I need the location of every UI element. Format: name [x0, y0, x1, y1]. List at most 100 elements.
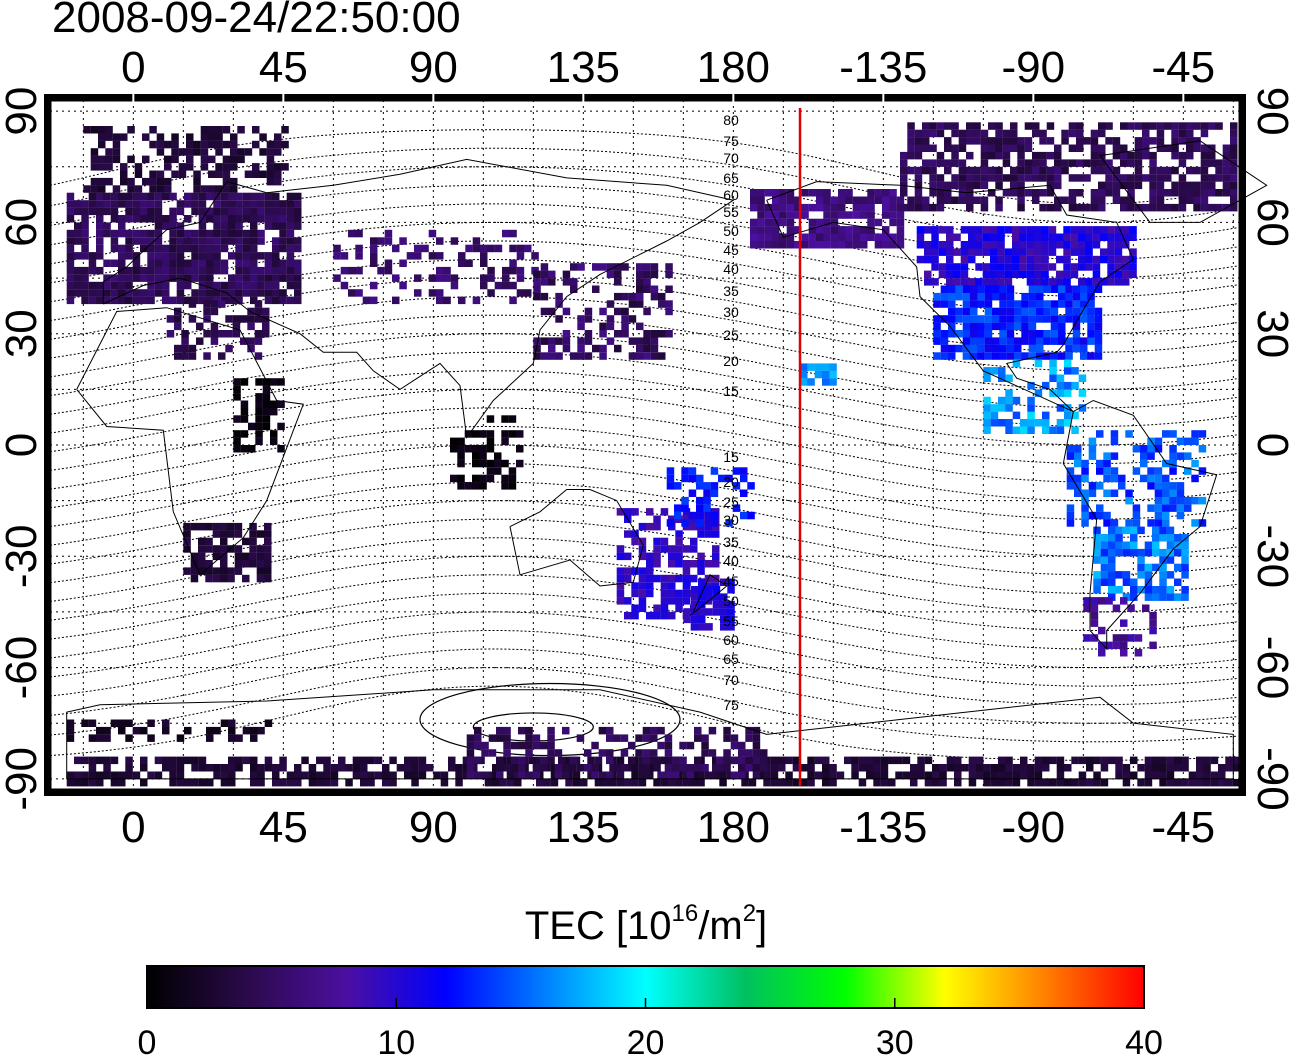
tec-cell	[1162, 474, 1170, 483]
tec-cell	[752, 749, 761, 757]
tec-cell	[614, 307, 622, 316]
tec-cell	[203, 307, 211, 316]
tec-cell	[914, 174, 923, 182]
tec-cell	[1134, 137, 1143, 145]
tec-cell	[599, 307, 607, 316]
tec-cell	[1017, 196, 1025, 204]
tec-cell	[255, 415, 263, 423]
mlat-label: 60	[723, 187, 739, 203]
tec-cell	[418, 764, 427, 772]
tec-cell	[105, 133, 113, 141]
tec-cell	[458, 296, 466, 305]
tec-cell	[264, 296, 273, 305]
tec-cell	[643, 285, 651, 293]
tec-cell	[867, 189, 875, 197]
tec-cell	[577, 322, 585, 331]
tec-cell	[635, 734, 643, 742]
tec-cell	[502, 281, 510, 290]
mlat-label: 60	[723, 632, 739, 648]
tec-cell	[272, 771, 280, 779]
tec-cell	[1129, 263, 1137, 271]
tec-cell	[1149, 122, 1157, 130]
tec-cell	[257, 229, 265, 238]
tec-cell	[266, 177, 275, 186]
tec-cell	[896, 226, 905, 234]
tec-cell	[149, 185, 157, 193]
tec-cell	[81, 252, 89, 260]
tec-cell	[690, 615, 699, 624]
tec-cell	[660, 611, 669, 620]
tec-cell	[1041, 248, 1049, 256]
tec-cell	[616, 582, 625, 590]
tec-cell	[242, 244, 251, 253]
tec-cell	[1115, 764, 1123, 772]
tec-cell	[220, 215, 229, 223]
tec-cell	[184, 244, 192, 253]
tec-cell	[264, 530, 272, 538]
tec-cell	[1103, 474, 1111, 483]
tec-cell	[1159, 593, 1167, 601]
tec-cell	[228, 734, 236, 742]
tec-cell	[1078, 241, 1086, 249]
tec-cell	[118, 222, 126, 230]
tec-cell	[169, 266, 177, 275]
tec-cell	[1134, 174, 1143, 182]
tec-cell	[980, 181, 989, 190]
tec-cell	[830, 211, 839, 219]
tec-cell	[140, 274, 148, 282]
tec-cell	[220, 552, 228, 561]
tec-cell	[256, 545, 265, 553]
tec-cell	[794, 211, 802, 219]
tec-cell	[227, 530, 235, 538]
tec-cell	[740, 489, 748, 497]
tec-cell	[1230, 144, 1238, 152]
tec-cell	[213, 726, 221, 735]
tec-cell	[988, 122, 996, 130]
tec-cell	[1122, 526, 1131, 535]
tec-cell	[666, 482, 675, 490]
tec-cell	[555, 352, 563, 360]
tec-cell	[374, 756, 383, 765]
tec-cell	[1171, 166, 1179, 175]
tec-cell	[1078, 404, 1087, 412]
tec-cell	[166, 315, 175, 323]
tec-cell	[614, 278, 622, 286]
tec-cell	[860, 241, 868, 249]
tec-cell	[443, 274, 451, 282]
tec-cell	[103, 756, 111, 765]
tec-cell	[286, 252, 295, 260]
tec-cell	[279, 237, 287, 245]
tec-cell	[998, 419, 1006, 427]
tec-cell	[907, 137, 915, 145]
tec-cell	[1178, 129, 1187, 138]
tec-cell	[264, 567, 272, 575]
tec-cell	[1090, 604, 1099, 612]
tec-cell	[140, 215, 148, 223]
tec-cell	[646, 508, 654, 516]
tec-cell	[242, 560, 250, 568]
tec-cell	[240, 430, 249, 438]
tec-cell	[220, 574, 228, 583]
tec-cell	[1039, 189, 1047, 197]
tec-cell	[259, 133, 267, 141]
tec-cell	[1134, 159, 1143, 167]
tec-cell	[1130, 548, 1138, 557]
tec-cell	[577, 344, 585, 353]
tec-cell	[66, 192, 75, 201]
tec-cell	[228, 222, 236, 230]
tec-cell	[220, 778, 229, 787]
tec-cell	[992, 337, 1000, 345]
lon-label-bottom: 135	[547, 803, 620, 852]
tec-cell	[110, 229, 119, 238]
tec-cell	[1074, 474, 1082, 483]
tec-cell	[169, 764, 177, 772]
frame-bar-right	[1240, 94, 1246, 796]
tec-cell	[1034, 226, 1042, 234]
tec-cell	[233, 430, 241, 438]
tec-cell	[1063, 241, 1071, 249]
tec-cell	[1140, 474, 1148, 483]
tec-cell	[154, 756, 163, 765]
tec-cell	[1012, 359, 1021, 368]
tec-cell	[760, 764, 768, 772]
tec-cell	[105, 163, 113, 171]
